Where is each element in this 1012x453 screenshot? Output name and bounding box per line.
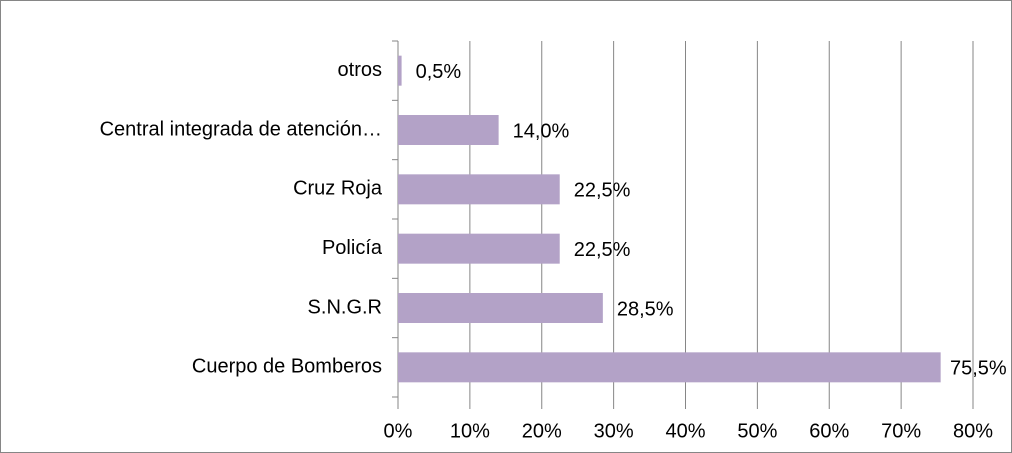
bar: [398, 233, 560, 264]
x-tick-label: 0%: [384, 420, 413, 442]
x-tick-label: 50%: [737, 420, 777, 442]
x-tick-label: 30%: [594, 420, 634, 442]
x-tick-label: 70%: [881, 420, 921, 442]
bar: [398, 115, 499, 145]
x-tick-label: 40%: [665, 420, 705, 442]
y-tick-label: S.N.G.R: [308, 296, 382, 318]
value-label: 22,5%: [574, 180, 631, 202]
y-tick-label: otros: [338, 59, 382, 81]
bar: [398, 352, 941, 383]
y-tick-label: Cruz Roja: [293, 178, 383, 200]
bar: [398, 174, 560, 205]
bar: [398, 293, 603, 323]
x-tick-label: 10%: [450, 420, 490, 442]
value-label: 14,0%: [513, 120, 570, 142]
y-tick-label: Central integrada de atención…: [100, 118, 382, 140]
x-tick-label: 80%: [953, 420, 993, 442]
y-tick-label: Cuerpo de Bomberos: [192, 356, 382, 378]
value-label: 22,5%: [574, 239, 631, 261]
y-tick-label: Policía: [322, 237, 383, 259]
bar: [398, 55, 402, 86]
value-label: 28,5%: [617, 298, 674, 320]
x-tick-label: 20%: [522, 420, 562, 442]
value-label: 75,5%: [950, 358, 1007, 380]
value-label: 0,5%: [416, 61, 462, 83]
x-tick-label: 60%: [809, 420, 849, 442]
